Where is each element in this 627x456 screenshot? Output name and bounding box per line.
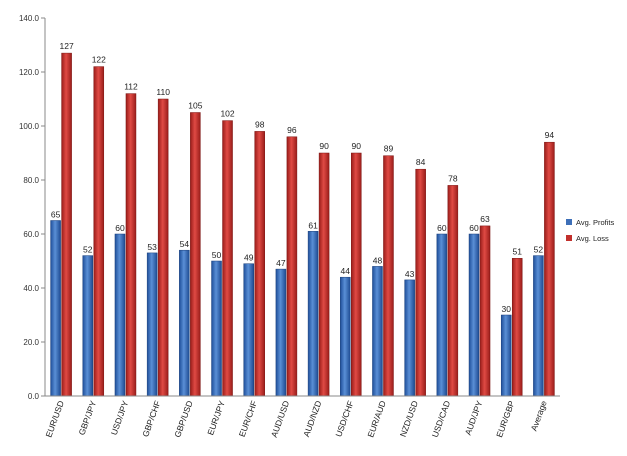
legend-label-loss: Avg. Loss xyxy=(576,234,609,243)
x-tick-label: USD/CHF xyxy=(333,399,355,438)
bar-avg-loss xyxy=(93,66,105,397)
data-label-loss: 90 xyxy=(319,141,329,151)
data-label-loss: 122 xyxy=(92,55,106,65)
data-label-loss: 78 xyxy=(448,173,458,183)
legend-label-profits: Avg. Profits xyxy=(576,218,614,227)
bar-avg-loss xyxy=(351,152,362,397)
x-tick-label: EUR/JPY xyxy=(205,399,227,436)
legend-swatch-profits xyxy=(566,219,572,225)
data-label-profits: 53 xyxy=(147,242,157,252)
bar-avg-profits xyxy=(179,249,190,397)
data-label-loss: 51 xyxy=(512,246,522,256)
bar-avg-loss xyxy=(415,168,426,397)
data-label-profits: 54 xyxy=(180,239,190,249)
y-axis: 0.0 20.0 40.0 60.0 80.0 100.0 120.0 140.0 xyxy=(19,14,46,401)
x-tick-label: EUR/GBP xyxy=(494,399,517,439)
x-tick-label: GBP/USD xyxy=(172,399,194,438)
data-label-loss: 110 xyxy=(156,87,170,97)
y-tick-label: 120.0 xyxy=(19,68,40,77)
bar-avg-loss xyxy=(190,112,201,397)
bar-avg-profits xyxy=(50,220,61,397)
bar-avg-loss xyxy=(544,141,555,397)
data-label-profits: 60 xyxy=(469,223,479,233)
data-label-loss: 63 xyxy=(480,214,490,224)
data-label-loss: 89 xyxy=(384,144,394,154)
data-label-loss: 90 xyxy=(352,141,362,151)
data-label-profits: 60 xyxy=(437,223,447,233)
bar-avg-loss xyxy=(286,136,298,397)
data-label-profits: 52 xyxy=(534,245,544,255)
data-label-profits: 47 xyxy=(276,258,286,268)
x-tick-label: EUR/CHF xyxy=(237,399,259,438)
legend: Avg. Profits Avg. Loss xyxy=(566,218,614,243)
x-tick-label: USD/JPY xyxy=(109,399,131,436)
y-tick-label: 80.0 xyxy=(23,176,39,185)
data-label-profits: 44 xyxy=(341,266,351,276)
data-label-loss: 105 xyxy=(188,101,202,111)
bar-avg-profits xyxy=(533,255,544,397)
y-tick-label: 20.0 xyxy=(23,338,39,347)
bar-avg-profits xyxy=(146,252,158,397)
x-tick-label: AUD/USD xyxy=(269,399,291,438)
x-tick-label: GBP/CHF xyxy=(140,399,162,438)
bar-avg-loss xyxy=(479,225,491,397)
bar-avg-profits xyxy=(275,268,287,397)
bar-avg-loss xyxy=(157,98,169,397)
legend-swatch-loss xyxy=(566,235,572,241)
bar-avg-profits xyxy=(211,260,222,397)
data-label-profits: 43 xyxy=(405,269,415,279)
bar-avg-loss xyxy=(254,131,265,397)
data-label-profits: 52 xyxy=(83,245,93,255)
data-label-profits: 30 xyxy=(501,304,511,314)
data-label-profits: 50 xyxy=(212,250,222,260)
bar-avg-profits xyxy=(500,314,512,397)
bar-avg-profits xyxy=(243,263,254,397)
bar-avg-profits xyxy=(307,231,319,397)
x-axis: EUR/USD GBP/JPY USD/JPY GBP/CHF GBP/USD EUR/J… xyxy=(43,395,560,439)
x-tick-label: Average xyxy=(529,399,549,432)
data-label-loss: 102 xyxy=(220,109,234,119)
data-label-loss: 94 xyxy=(545,130,555,140)
y-tick-label: 0.0 xyxy=(28,392,40,401)
data-label-loss: 96 xyxy=(287,125,297,135)
data-label-loss: 98 xyxy=(255,119,265,129)
bar-avg-loss xyxy=(511,258,523,397)
data-label-profits: 61 xyxy=(308,220,318,230)
data-label-profits: 60 xyxy=(115,223,125,233)
x-tick-label: AUD/JPY xyxy=(463,399,485,436)
bar-avg-loss xyxy=(61,52,72,397)
x-tick-label: EUR/USD xyxy=(43,399,65,438)
x-tick-label: AUD/NZD xyxy=(301,399,323,438)
bar-avg-profits xyxy=(114,233,126,397)
data-label-loss: 112 xyxy=(124,82,138,92)
data-label-profits: 49 xyxy=(244,253,254,263)
bar-avg-profits xyxy=(436,233,448,397)
data-label-profits: 48 xyxy=(373,255,383,265)
x-tick-label: USD/CAD xyxy=(430,399,452,438)
bar-avg-profits xyxy=(82,255,94,397)
y-tick-label: 140.0 xyxy=(19,14,40,23)
bar-avg-loss xyxy=(447,185,459,397)
data-label-loss: 127 xyxy=(60,41,74,51)
y-tick-label: 40.0 xyxy=(23,284,39,293)
y-tick-label: 60.0 xyxy=(23,230,39,239)
bar-avg-profits xyxy=(404,279,415,397)
bar-avg-profits xyxy=(468,233,480,397)
bar-avg-loss xyxy=(125,93,137,397)
bar-avg-loss xyxy=(318,152,330,397)
bar-avg-profits xyxy=(372,266,383,397)
data-labels: 65 127 52 122 60 112 53 110 54 105 50 102 49 98 47 96 61… xyxy=(51,41,555,314)
y-tick-label: 100.0 xyxy=(19,122,40,131)
x-tick-label: GBP/JPY xyxy=(76,399,98,436)
bar-avg-loss xyxy=(383,155,394,397)
bars xyxy=(50,52,555,397)
data-label-loss: 84 xyxy=(416,157,426,167)
bar-avg-profits xyxy=(340,276,351,397)
x-tick-label: NZD/USD xyxy=(398,399,420,438)
bar-avg-loss xyxy=(222,120,233,397)
data-label-profits: 65 xyxy=(51,210,61,220)
x-tick-label: EUR/AUD xyxy=(365,399,387,438)
